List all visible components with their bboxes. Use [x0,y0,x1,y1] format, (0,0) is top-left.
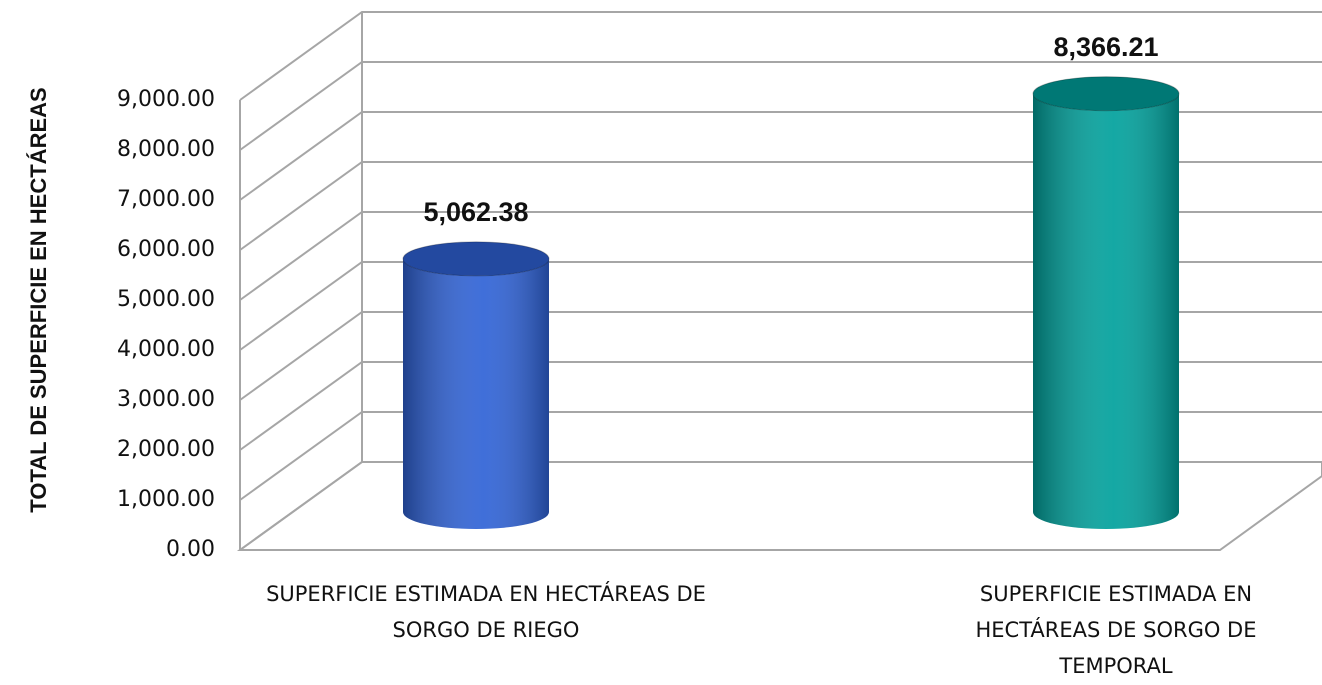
y-tick-label: 7,000.00 [117,187,215,212]
grid-line [239,11,1322,101]
cylinder-top [1032,76,1180,112]
grid-line [239,411,1322,501]
y-tick-label: 8,000.00 [117,137,215,162]
grid-line [239,111,1322,201]
x-tick-label: SUPERFICIE ESTIMADA EN HECTÁREAS DE SORG… [975,582,1257,678]
y-tick-label: 9,000.00 [117,87,215,112]
x-tick-label: SUPERFICIE ESTIMADA EN HECTÁREAS DE SORG… [266,582,706,642]
grid-line [239,311,1322,401]
y-tick-label: 4,000.00 [117,337,215,362]
cylinder-top-shade [403,241,549,276]
y-tick-label: 5,000.00 [117,287,215,312]
y-axis-title: TOTAL DE SUPERFICIE EN HECTÁREAS [26,87,51,512]
grid-line [239,211,1322,301]
y-tick-label: 6,000.00 [117,237,215,262]
y-tick-label: 3,000.00 [117,387,215,412]
y-tick-label: 1,000.00 [117,487,215,512]
cylinder-shade [403,258,549,529]
grid-line [239,361,1322,451]
cylinder-top-shade [1033,76,1179,111]
cylinder-shade [1033,93,1179,529]
grid-line [239,261,1322,351]
cylinder-top [402,241,550,277]
y-tick-label: 0.00 [166,537,215,562]
grid-line [239,61,1322,151]
value-label: 5,062.38 [423,197,528,227]
grid-line [239,161,1322,251]
value-label: 8,366.21 [1053,32,1158,62]
grid-line [239,461,1322,551]
y-tick-label: 2,000.00 [117,437,215,462]
